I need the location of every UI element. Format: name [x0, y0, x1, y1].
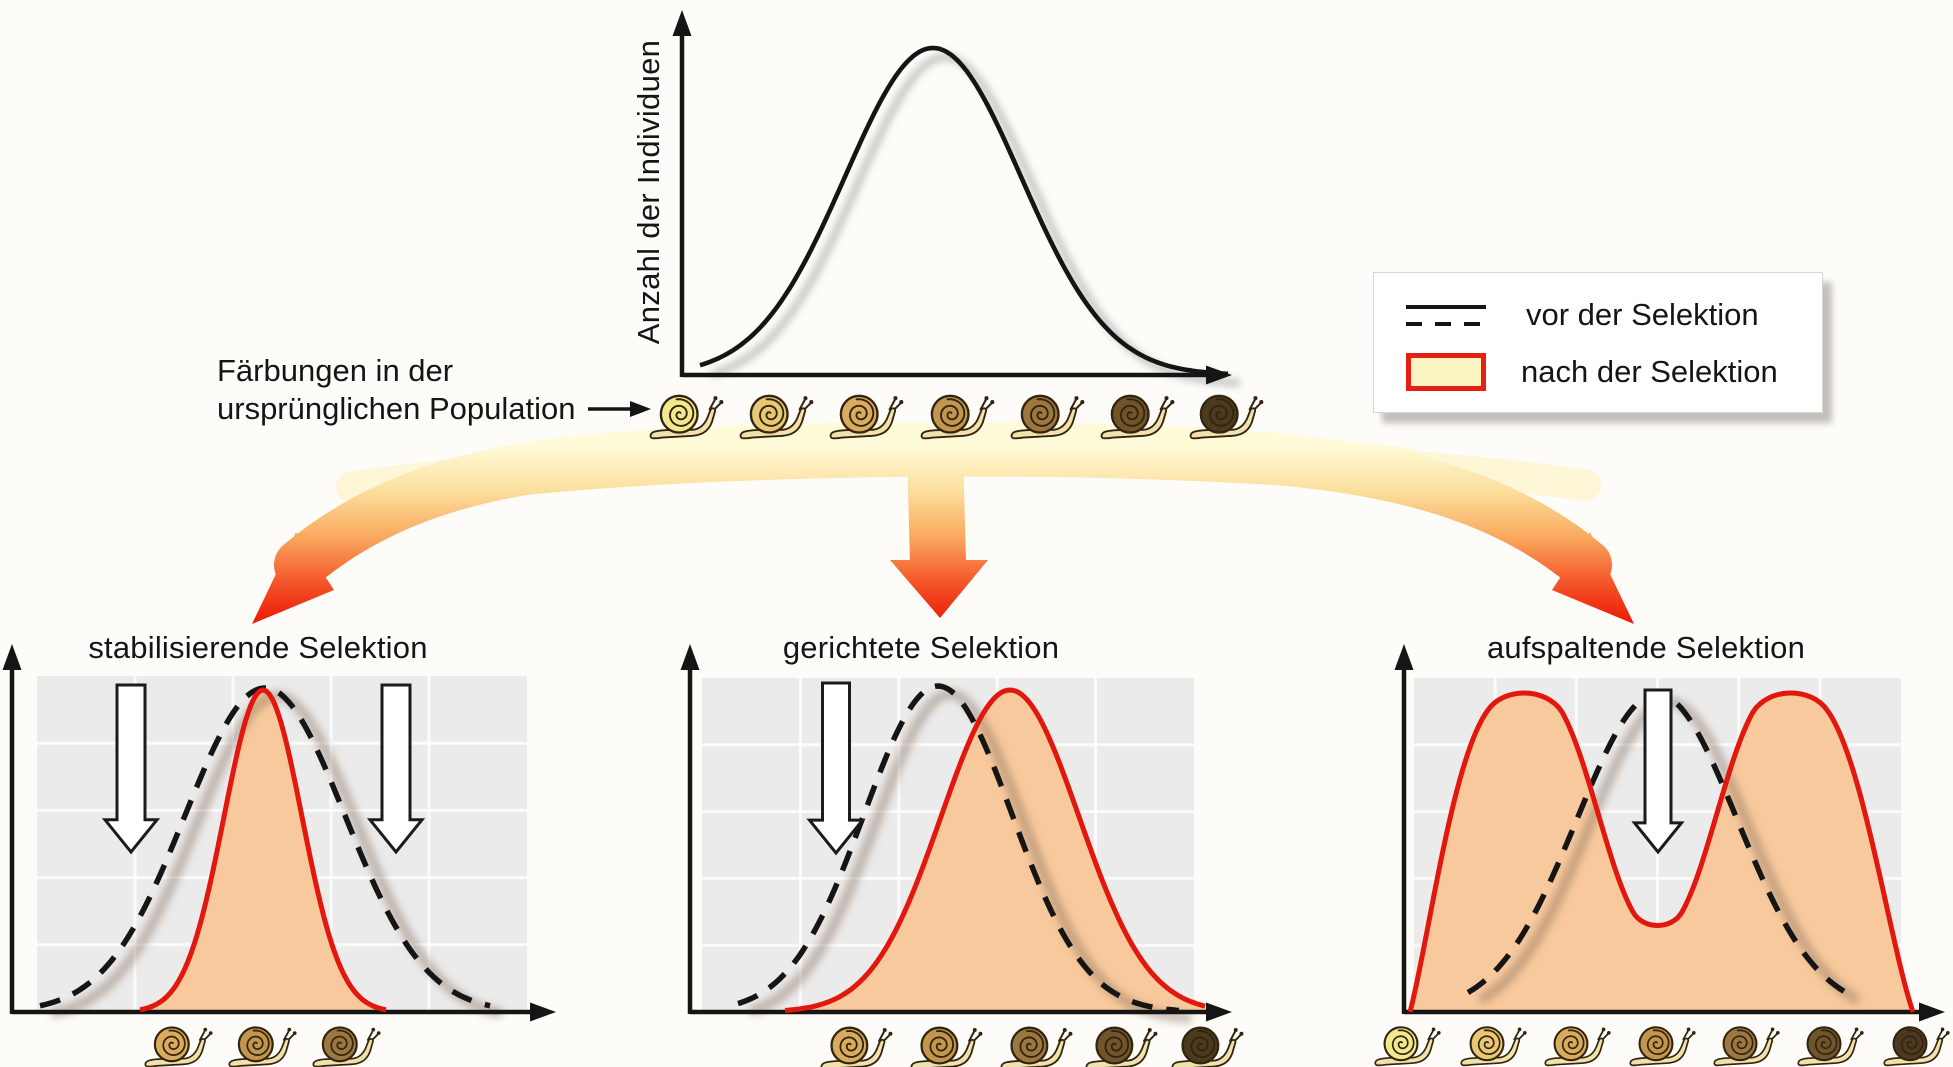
snail-icon [1171, 1026, 1244, 1067]
selection-chart-1 [680, 644, 1244, 1067]
x-axis-arrowhead-icon [1919, 1002, 1945, 1022]
y-axis-arrowhead-icon [1394, 644, 1414, 670]
selection-chart-2 [1374, 644, 1950, 1067]
chart-title-directional: gerichtete Selektion [782, 630, 1060, 665]
chart-title-disruptive: aufspaltende Selektion [1486, 630, 1806, 665]
snail-icon [910, 1026, 983, 1067]
x-axis-arrowhead-icon [1206, 1002, 1232, 1022]
dashed-line-sample [1406, 321, 1486, 326]
snail-icon [1085, 1026, 1158, 1067]
top-chart [649, 10, 1264, 440]
solid-line-sample [1406, 304, 1486, 309]
y-axis-arrowhead-icon [680, 644, 700, 670]
chart-title-stabilizing: stabilisierende Selektion [88, 630, 428, 665]
snail-icon [1883, 1026, 1950, 1067]
snail-icon [1713, 1026, 1780, 1067]
snail-icon [1189, 394, 1264, 440]
snail-icon [1100, 394, 1175, 440]
after-selection-fill [785, 690, 1207, 1012]
snail-icon [820, 1026, 893, 1067]
right-arrow-icon [588, 401, 652, 417]
snail-icon [1544, 1026, 1611, 1067]
after-selection-curve [784, 687, 1206, 1013]
legend-label-after: nach der Selektion [1521, 354, 1778, 389]
before-selection-curve-dashed [737, 683, 1180, 1014]
y-axis-arrowhead-icon [672, 10, 692, 36]
snail-icon [1000, 1026, 1073, 1067]
origin-label-line1: Färbungen in der [217, 353, 454, 388]
snail-icon [1374, 1026, 1441, 1067]
before-selection-curve [699, 45, 1229, 377]
after-selection-curve [139, 687, 387, 1013]
x-axis-arrowhead-icon [530, 1002, 556, 1022]
origin-population-label: Färbungen in der ursprünglichen Populati… [217, 352, 652, 428]
before-selection-curve-dashed [39, 685, 491, 1009]
snail-icon [1460, 1026, 1527, 1067]
snail-icon [1010, 394, 1085, 440]
snail-icon [228, 1026, 297, 1067]
after-selection-curve [1407, 690, 1916, 1013]
y-axis-label: Anzahl der Individuen [631, 39, 666, 345]
down-arrow-icon [366, 683, 426, 855]
origin-label-line2: ursprünglichen Population [217, 391, 576, 426]
fill-sample [1406, 353, 1486, 391]
snail-icon [1629, 1026, 1696, 1067]
snail-icon [649, 394, 724, 440]
down-arrow-icon [101, 683, 161, 855]
snail-icon [829, 394, 904, 440]
snail-icon [920, 394, 995, 440]
y-axis-arrowhead-icon [2, 644, 22, 670]
legend: vor der Selektion nach der Selektion [1373, 272, 1823, 413]
snail-icon [739, 394, 814, 440]
snail-icon [144, 1026, 213, 1067]
selection-chart-0 [2, 644, 556, 1067]
line-samples [1406, 304, 1486, 326]
legend-row-after: nach der Selektion [1406, 353, 1822, 391]
legend-label-before: vor der Selektion [1526, 297, 1759, 332]
snail-icon [1797, 1026, 1864, 1067]
snail-icon [312, 1026, 381, 1067]
down-arrow-icon [806, 681, 866, 856]
branching-flame-arrow-icon [252, 422, 1634, 624]
down-arrow-icon [1631, 688, 1685, 855]
legend-row-before: vor der Selektion [1406, 297, 1822, 333]
